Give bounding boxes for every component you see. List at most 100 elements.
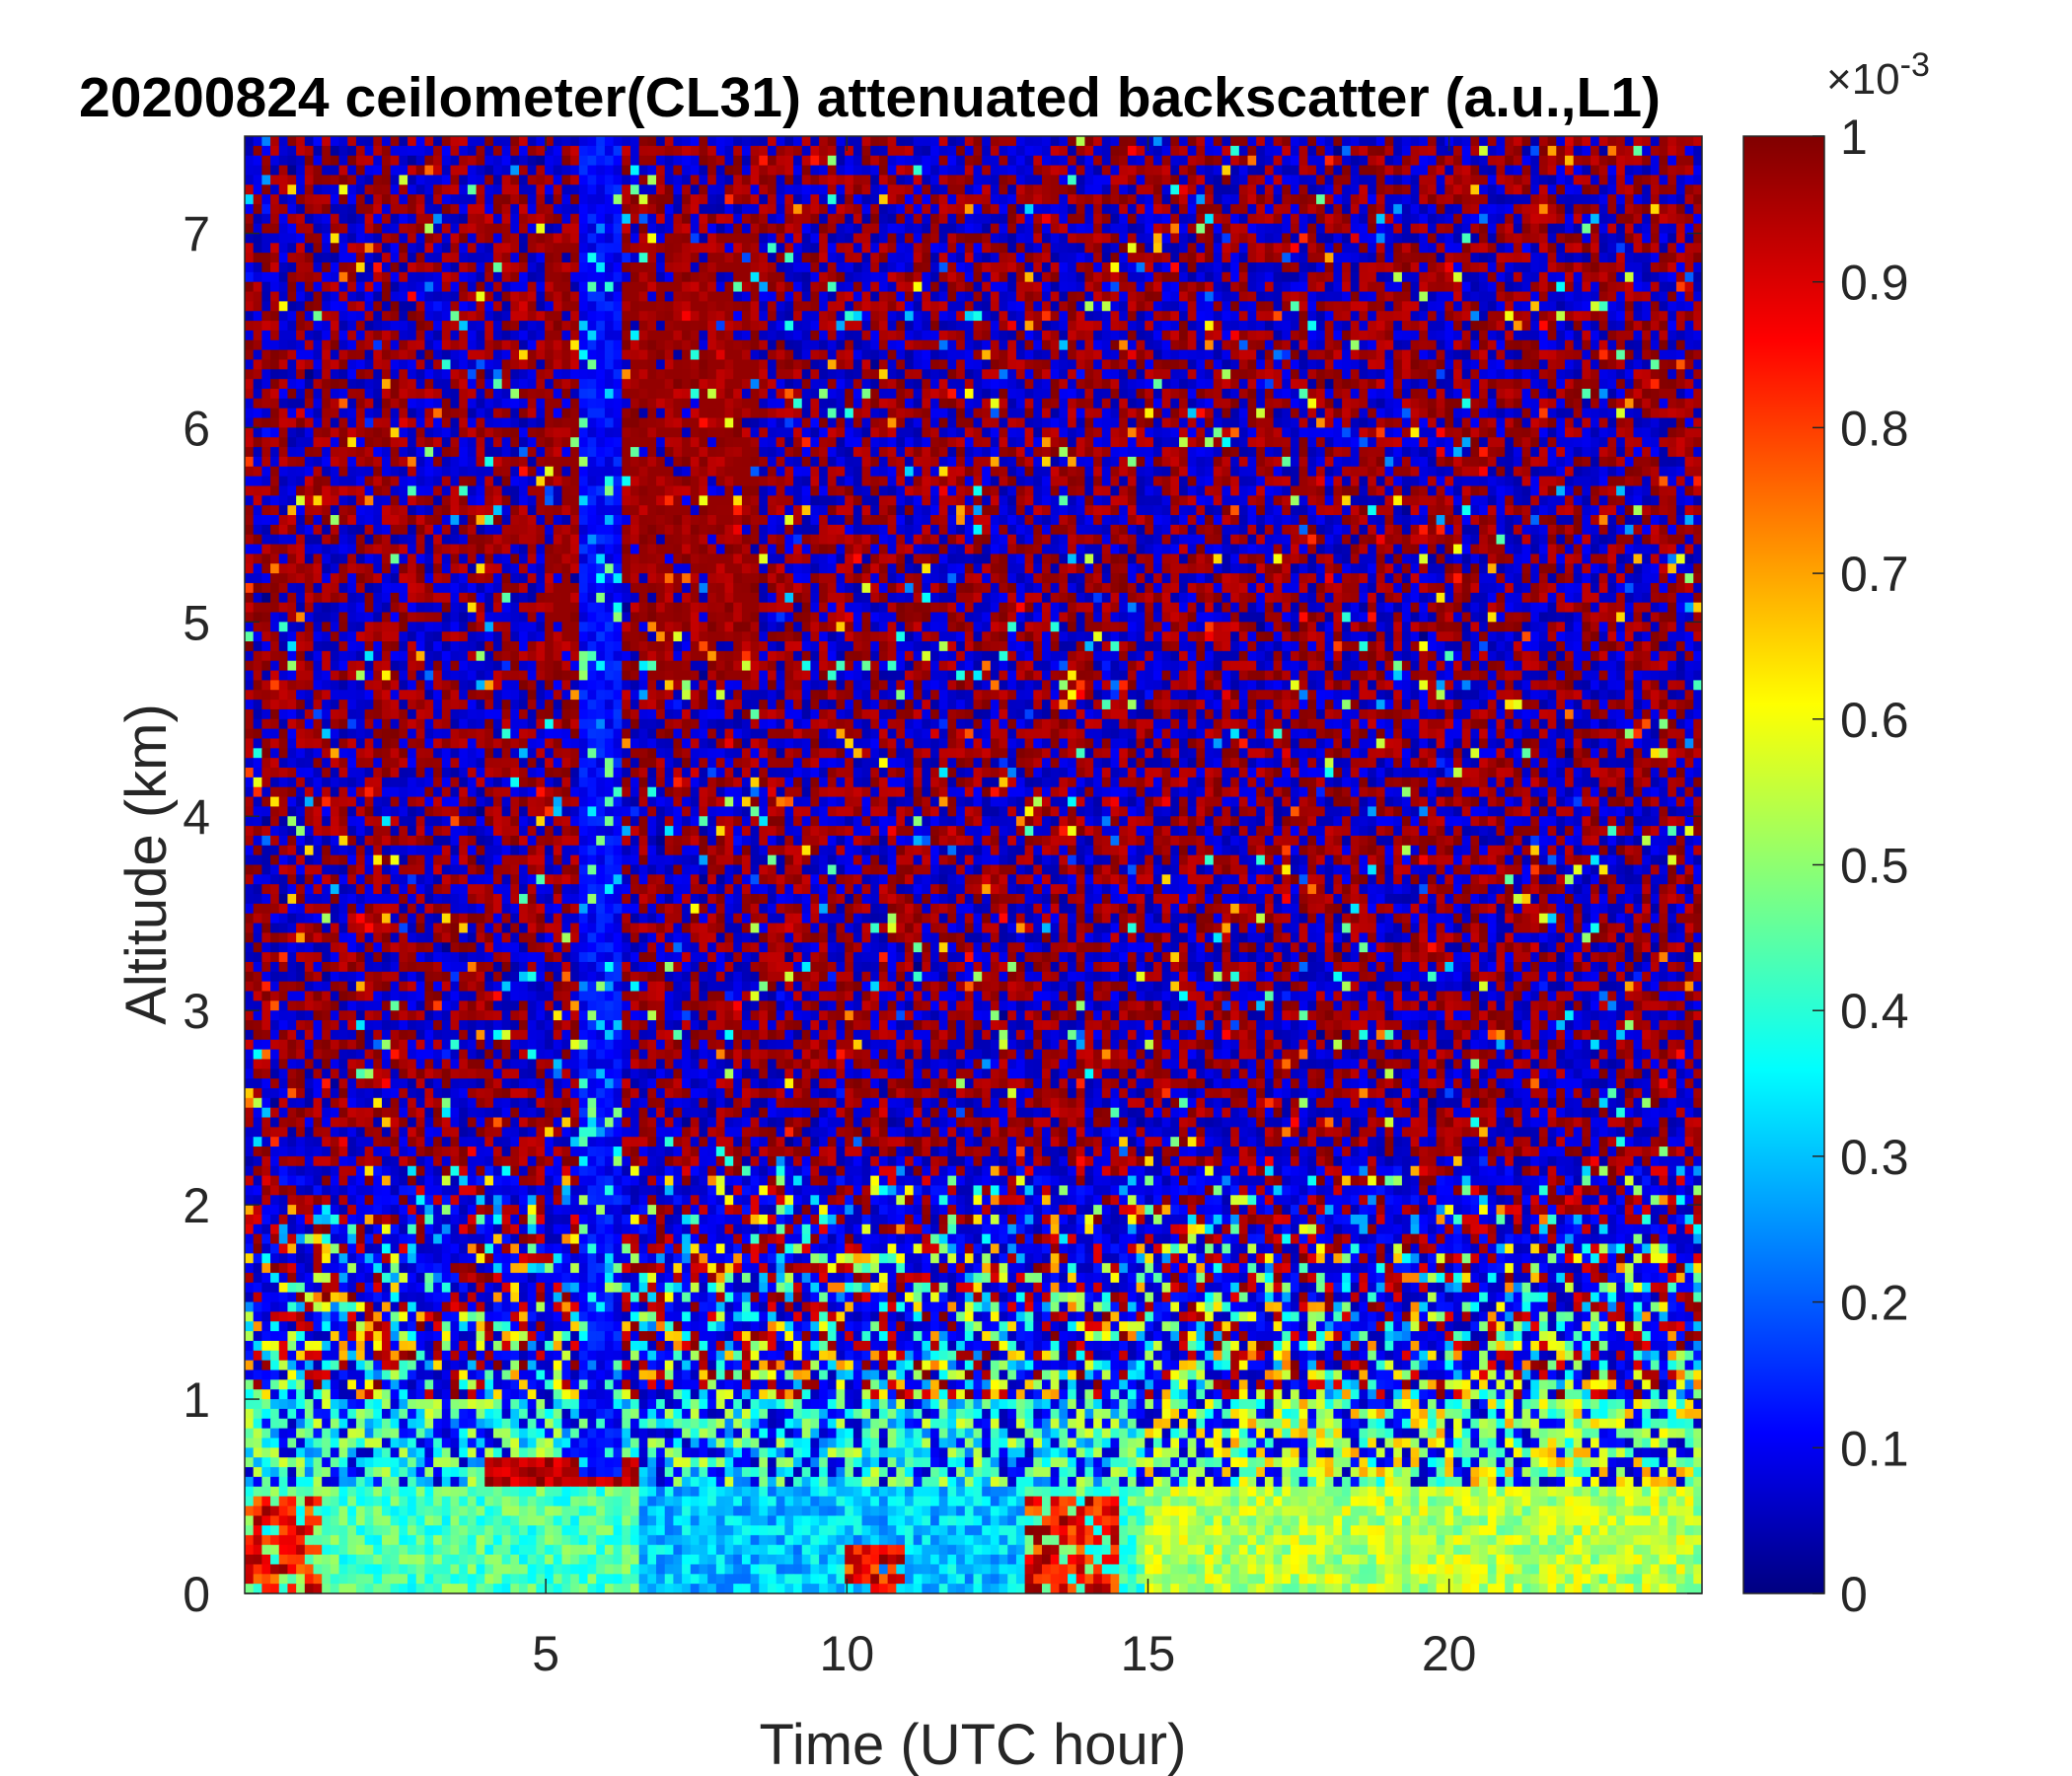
heatmap-cell (339, 301, 348, 311)
heatmap-cell (1462, 340, 1471, 350)
heatmap-cell (588, 175, 597, 185)
heatmap-cell (510, 350, 519, 360)
heatmap-cell (1093, 253, 1102, 262)
heatmap-cell (1633, 369, 1642, 379)
heatmap-cell (777, 272, 785, 282)
heatmap-cell (896, 369, 905, 379)
heatmap-cell (999, 136, 1008, 146)
heatmap-cell (622, 350, 630, 360)
heatmap-cell (1248, 146, 1257, 156)
heatmap-cell (1145, 243, 1153, 253)
heatmap-cell (982, 399, 991, 408)
heatmap-cell (665, 156, 674, 166)
heatmap-cell (1221, 340, 1230, 350)
heatmap-cell (1153, 311, 1162, 321)
heatmap-cell (1051, 175, 1060, 185)
heatmap-cell (1162, 321, 1171, 331)
heatmap-cell (930, 156, 939, 166)
heatmap-cell (1651, 204, 1660, 214)
heatmap-cell (1411, 399, 1420, 408)
heatmap-cell (1351, 340, 1360, 350)
heatmap-cell (279, 136, 288, 146)
heatmap-cell (382, 350, 391, 360)
heatmap-cell (305, 379, 314, 389)
heatmap-cell (1607, 350, 1616, 360)
heatmap-cell (930, 359, 939, 369)
heatmap-cell (339, 136, 348, 146)
heatmap-cell (870, 136, 879, 146)
heatmap-cell (665, 331, 674, 340)
heatmap-cell (1539, 321, 1548, 331)
heatmap-cell (1145, 301, 1153, 311)
heatmap-cell (777, 233, 785, 243)
heatmap-cell (947, 243, 956, 253)
heatmap-cell (1453, 204, 1462, 214)
heatmap-cell (1393, 194, 1402, 204)
heatmap-cell (1137, 146, 1146, 156)
heatmap-cell (725, 136, 734, 146)
heatmap-cell (1376, 272, 1385, 282)
heatmap-cell (1685, 224, 1694, 234)
heatmap-cell (1016, 146, 1025, 156)
heatmap-cell (416, 282, 425, 292)
heatmap-cell (1282, 350, 1291, 360)
heatmap-cell (1170, 369, 1179, 379)
heatmap-cell (287, 243, 296, 253)
heatmap-cell (382, 156, 391, 166)
heatmap-cell (1153, 359, 1162, 369)
heatmap-cell (314, 272, 323, 282)
heatmap-cell (1256, 379, 1265, 389)
heatmap-cell (493, 359, 502, 369)
heatmap-cell (356, 282, 365, 292)
heatmap-cell (442, 272, 451, 282)
heatmap-cell (588, 389, 597, 399)
heatmap-cell (528, 214, 537, 224)
heatmap-cell (322, 224, 331, 234)
heatmap-cell (279, 194, 288, 204)
heatmap-cell (1385, 224, 1394, 234)
heatmap-cell (1514, 204, 1522, 214)
heatmap-cell (1616, 340, 1625, 350)
heatmap-cell (1685, 282, 1694, 292)
heatmap-cell (1137, 311, 1146, 321)
heatmap-cell (279, 224, 288, 234)
heatmap-cell (1230, 282, 1239, 292)
heatmap-cell (1393, 369, 1402, 379)
heatmap-cell (1393, 272, 1402, 282)
heatmap-cell (245, 340, 254, 350)
heatmap-cell (733, 311, 742, 321)
heatmap-cell (1505, 340, 1514, 350)
heatmap-cell (1230, 340, 1239, 350)
heatmap-cell (347, 262, 356, 272)
heatmap-cell (1170, 311, 1179, 321)
heatmap-cell (528, 224, 537, 234)
heatmap-cell (1428, 146, 1437, 156)
heatmap-cell (1137, 166, 1146, 176)
heatmap-cell (391, 311, 400, 321)
heatmap-cell (365, 379, 374, 389)
heatmap-cell (699, 233, 707, 243)
heatmap-cell (1462, 262, 1471, 272)
heatmap-cell (1660, 379, 1668, 389)
heatmap-cell (1016, 350, 1025, 360)
heatmap-cell (1462, 389, 1471, 399)
heatmap-cell (1505, 253, 1514, 262)
heatmap-cell (1307, 194, 1316, 204)
heatmap-cell (1221, 321, 1230, 331)
heatmap-cell (1505, 321, 1514, 331)
heatmap-cell (1256, 233, 1265, 243)
heatmap-cell (468, 166, 477, 176)
heatmap-cell (1676, 175, 1685, 185)
heatmap-cell (545, 331, 554, 340)
heatmap-cell (1660, 243, 1668, 253)
heatmap-cell (777, 408, 785, 418)
heatmap-cell (1376, 282, 1385, 292)
heatmap-cell (991, 292, 999, 302)
heatmap-cell (1274, 166, 1283, 176)
heatmap-cell (1153, 282, 1162, 292)
heatmap-cell (733, 282, 742, 292)
heatmap-cell (768, 399, 777, 408)
heatmap-cell (751, 262, 760, 272)
heatmap-cell (1196, 253, 1205, 262)
heatmap-cell (1437, 350, 1445, 360)
